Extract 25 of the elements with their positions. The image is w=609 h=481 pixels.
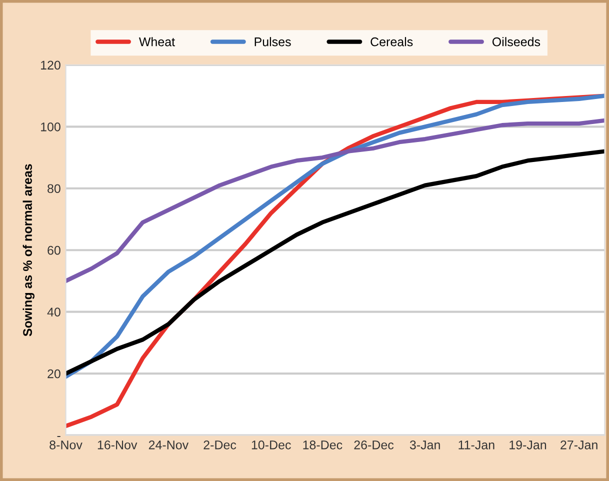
y-tick-label: - [57, 436, 60, 437]
x-tick-label: 19-Jan [510, 440, 546, 450]
legend-label: Wheat [138, 37, 175, 46]
y-tick-label: 80 [48, 184, 60, 194]
x-tick-label: 8-Nov [50, 440, 82, 450]
y-tick-label: 20 [48, 369, 60, 378]
x-tick-label: 3-Jan [410, 440, 440, 450]
x-tick-label: 2-Dec [204, 440, 236, 450]
y-tick-label: 60 [48, 246, 60, 255]
x-tick-label: 26-Dec [354, 440, 394, 450]
legend-label: Oilseeds [492, 37, 540, 46]
x-tick-label: 16-Nov [98, 440, 138, 450]
y-axis-title: Sowing as % of normal areas [22, 164, 34, 336]
legend-label: Cereals [370, 37, 413, 46]
x-tick-label: 18-Dec [303, 440, 342, 450]
line-series [66, 149, 605, 376]
y-tick-label: 120 [41, 60, 60, 70]
line-series [66, 118, 605, 284]
y-tick-label: 40 [47, 308, 60, 316]
legend-label: Pulses [254, 37, 291, 46]
x-tick-label: 11-Jan [458, 440, 494, 450]
x-tick-label: 24-Nov [148, 440, 189, 450]
x-tick-label: 10-Dec [252, 440, 291, 450]
x-tick-label: 27-Jan [560, 440, 598, 450]
y-tick-label: 100 [41, 122, 60, 132]
